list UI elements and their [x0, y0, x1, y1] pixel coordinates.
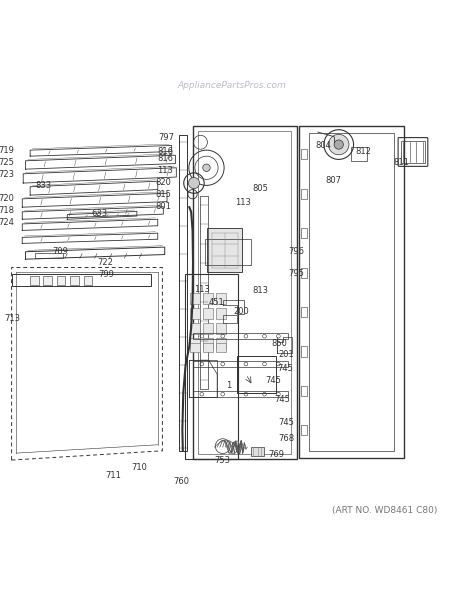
Bar — [199, 196, 207, 389]
Bar — [300, 307, 307, 317]
Text: 725: 725 — [0, 158, 14, 167]
Text: 795: 795 — [288, 269, 304, 278]
Bar — [236, 356, 275, 393]
Text: 816: 816 — [157, 154, 173, 163]
Text: 797: 797 — [158, 133, 174, 142]
Text: 799: 799 — [98, 269, 114, 278]
Text: (ART NO. WD8461 C80): (ART NO. WD8461 C80) — [332, 506, 437, 515]
Bar — [300, 268, 307, 278]
Text: 723: 723 — [0, 170, 14, 179]
Bar — [300, 386, 307, 396]
Bar — [190, 293, 200, 304]
Text: 201: 201 — [278, 350, 294, 359]
Text: 812: 812 — [355, 147, 370, 156]
Text: 820: 820 — [155, 178, 170, 187]
Text: 113: 113 — [156, 166, 172, 175]
Text: 805: 805 — [252, 184, 268, 193]
Text: 113: 113 — [234, 198, 250, 207]
Text: 745: 745 — [278, 418, 294, 427]
Bar — [30, 277, 38, 284]
Text: 796: 796 — [288, 247, 304, 256]
Text: 718: 718 — [0, 206, 14, 215]
Bar — [192, 361, 287, 367]
Bar — [216, 308, 226, 319]
Bar — [203, 338, 213, 349]
Circle shape — [328, 134, 348, 155]
Bar — [203, 323, 213, 334]
Text: 801: 801 — [155, 202, 170, 211]
Bar — [192, 126, 296, 458]
Bar — [300, 188, 307, 199]
Text: 760: 760 — [173, 478, 189, 487]
Circle shape — [333, 140, 343, 149]
Bar — [400, 141, 424, 163]
Text: 804: 804 — [315, 141, 331, 150]
Text: 811: 811 — [393, 158, 408, 167]
Text: 713: 713 — [5, 314, 20, 323]
Text: 710: 710 — [131, 463, 146, 472]
Text: 753: 753 — [214, 455, 230, 464]
Bar — [198, 131, 291, 454]
Text: 768: 768 — [278, 434, 294, 443]
Bar — [350, 147, 367, 161]
Text: 724: 724 — [0, 218, 14, 227]
Bar — [192, 333, 287, 340]
Bar — [203, 343, 213, 352]
Bar — [203, 308, 213, 319]
Bar — [70, 277, 78, 284]
Bar — [299, 126, 403, 458]
Bar — [35, 253, 63, 258]
Text: 745: 745 — [265, 376, 281, 385]
Text: 719: 719 — [0, 146, 14, 155]
Bar — [308, 133, 394, 451]
Bar — [216, 323, 226, 334]
Text: 833: 833 — [36, 181, 52, 190]
Text: 113: 113 — [194, 285, 209, 294]
Bar — [44, 277, 52, 284]
Bar — [300, 228, 307, 238]
Bar — [300, 425, 307, 436]
Bar — [222, 315, 236, 323]
Text: 769: 769 — [268, 449, 283, 458]
Bar — [205, 239, 251, 265]
Text: 451: 451 — [208, 298, 224, 307]
Text: 850: 850 — [271, 339, 287, 348]
Bar — [192, 391, 287, 397]
Bar — [189, 361, 217, 397]
Text: 815: 815 — [155, 190, 170, 199]
Bar — [216, 338, 226, 349]
Circle shape — [188, 178, 199, 188]
Text: 711: 711 — [106, 471, 121, 480]
Text: 807: 807 — [325, 176, 341, 185]
Text: 813: 813 — [252, 286, 268, 295]
Circle shape — [202, 164, 210, 172]
Bar — [83, 277, 92, 284]
Bar — [207, 228, 242, 272]
Bar — [178, 135, 187, 451]
Bar — [300, 346, 307, 356]
Bar — [12, 274, 150, 286]
Text: 745: 745 — [274, 395, 290, 404]
Bar — [184, 274, 237, 458]
Bar — [190, 343, 200, 352]
Bar — [216, 343, 226, 352]
Text: 745: 745 — [277, 364, 293, 373]
Bar — [216, 293, 226, 304]
Text: 816: 816 — [157, 147, 173, 156]
Bar — [300, 149, 307, 160]
Text: 200: 200 — [233, 307, 249, 316]
Bar — [203, 293, 213, 304]
Text: AppliancePartsPros.com: AppliancePartsPros.com — [177, 81, 286, 90]
Bar — [190, 338, 200, 349]
Bar — [250, 447, 264, 457]
Bar — [190, 323, 200, 334]
Text: 722: 722 — [97, 259, 113, 268]
Text: 709: 709 — [52, 247, 68, 256]
Bar — [56, 277, 65, 284]
Text: 1: 1 — [226, 381, 231, 390]
Text: 720: 720 — [0, 194, 14, 203]
Text: 633: 633 — [92, 209, 108, 218]
Bar — [190, 308, 200, 319]
